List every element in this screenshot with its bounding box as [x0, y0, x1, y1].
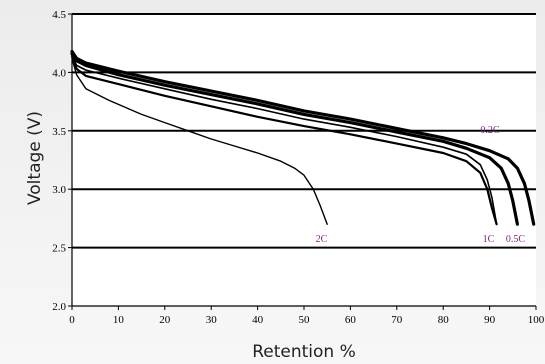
y-tick-label: 3.0 [52, 184, 66, 196]
plot-area [72, 14, 536, 306]
x-tick-label: 20 [159, 314, 171, 326]
y-tick-label: 4.0 [52, 67, 66, 79]
series-line-1C [71, 54, 498, 225]
x-tick-label: 80 [438, 314, 450, 326]
x-tick-label: 0 [69, 314, 75, 326]
x-tick-label: 50 [299, 314, 311, 326]
curve-labels: 0.2C 2C 1C 0.5C [316, 125, 526, 245]
x-tick-label: 40 [252, 314, 264, 326]
x-axis-title: Retention % [252, 342, 356, 362]
curve-label: 1C [483, 234, 495, 245]
x-tick-label: 70 [391, 314, 403, 326]
curve-label: 2C [316, 234, 328, 245]
y-tick-label: 3.5 [52, 126, 66, 138]
x-tick-label: 10 [113, 314, 125, 326]
x-tick-label: 90 [484, 314, 496, 326]
x-tick-label: 30 [206, 314, 218, 326]
y-axis-title: Voltage (V) [25, 111, 45, 205]
series-line-2C [71, 57, 328, 225]
series-group [70, 49, 536, 226]
axes: 2.0 2.5 3.0 3.5 4.0 4.5 0 10 20 30 40 50 60 70 80 90 100 [52, 9, 545, 326]
y-tick-label: 2.0 [52, 301, 66, 313]
x-tick-label: 100 [528, 314, 545, 326]
series-line-unlabeled-3 [70, 54, 498, 226]
x-tick-label: 60 [345, 314, 357, 326]
grid [72, 13, 536, 306]
y-tick-label: 4.5 [52, 9, 66, 21]
y-tick-label: 2.5 [52, 243, 66, 255]
series-line-0-5C [70, 52, 519, 226]
curve-label: 0.2C [480, 125, 500, 136]
curve-label: 0.5C [506, 234, 525, 245]
series-line-0-2C [70, 49, 536, 226]
